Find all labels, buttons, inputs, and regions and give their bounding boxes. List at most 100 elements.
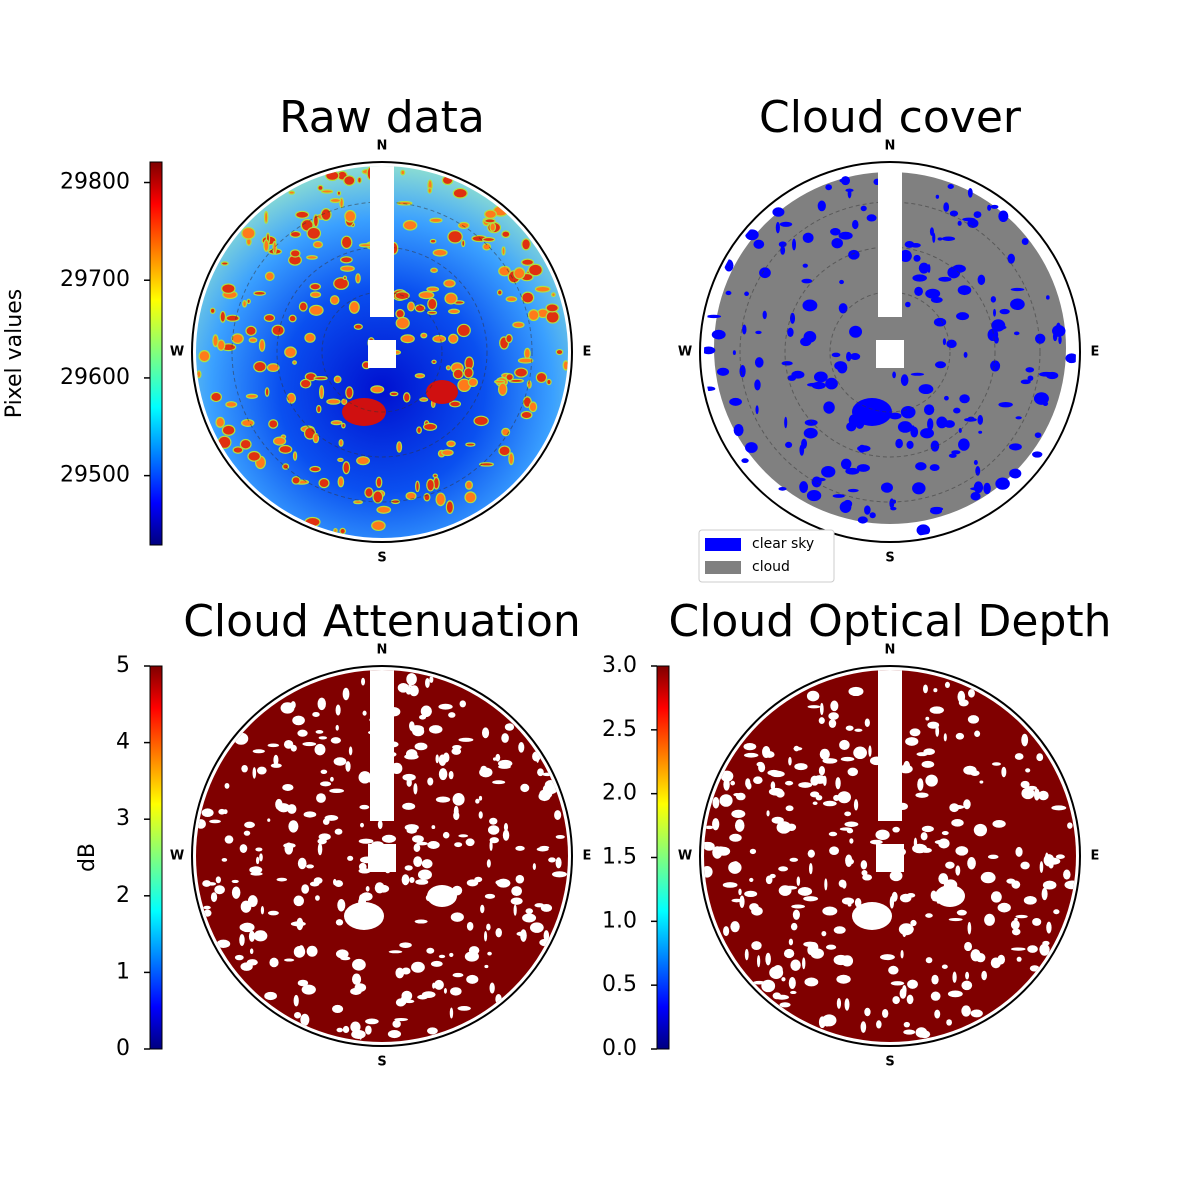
sky-blob (454, 842, 463, 848)
sky-blob (487, 825, 500, 835)
sky-blob (938, 276, 952, 282)
sky-blob (416, 841, 428, 846)
sky-blob (789, 312, 796, 324)
sky-blob (427, 297, 438, 311)
sky-blob (320, 769, 328, 774)
sky-blob (852, 398, 892, 426)
sky-blob (290, 744, 297, 752)
sky-blob (987, 204, 992, 211)
sky-blob (744, 948, 749, 961)
sky-blob (866, 214, 877, 222)
compass-label: S (885, 551, 894, 566)
sky-blob (201, 808, 214, 818)
sky-blob (743, 743, 757, 751)
sky-blob (248, 930, 255, 942)
mast-mask (370, 166, 394, 317)
sky-blob (945, 861, 955, 869)
sky-blob (545, 310, 560, 324)
sky-blob (848, 686, 864, 697)
sky-blob (291, 476, 301, 485)
sky-blob (278, 444, 293, 454)
sky-blob (1014, 753, 1024, 760)
sky-blob (854, 728, 863, 732)
sky-blob (342, 687, 350, 701)
compass-label: S (377, 551, 386, 566)
sky-blob (492, 780, 506, 785)
sky-blob (812, 801, 818, 805)
sky-blob (1042, 940, 1050, 946)
sky-blob (317, 697, 326, 711)
sky-blob (360, 822, 364, 828)
sky-blob (970, 949, 981, 962)
sky-blob (935, 725, 940, 737)
sky-blob (272, 240, 277, 255)
sky-blob (977, 274, 986, 286)
sky-blob (419, 397, 429, 402)
sky-blob (810, 775, 819, 786)
sky-blob (340, 256, 353, 264)
sky-blob (819, 748, 830, 760)
sky-blob (785, 805, 794, 812)
sky-blob (964, 941, 973, 952)
sky-blob (400, 169, 406, 176)
sky-blob (429, 217, 443, 224)
sky-blob (217, 435, 232, 450)
sky-blob (516, 931, 527, 937)
sky-blob (295, 210, 310, 219)
sky-blob (505, 373, 514, 382)
sky-blob (408, 683, 412, 688)
sky-blob (948, 917, 963, 922)
sky-blob (432, 334, 447, 343)
sky-blob (916, 524, 931, 536)
sky-blob (245, 325, 257, 337)
sky-blob (318, 477, 330, 489)
sky-blob (252, 767, 257, 779)
sky-blob (920, 832, 928, 841)
sky-blob (729, 833, 742, 842)
sky-blob (489, 222, 497, 232)
sky-blob (409, 877, 415, 884)
sky-blob (361, 677, 366, 686)
sky-blob (260, 906, 265, 915)
sky-blob (828, 712, 839, 720)
sky-blob (831, 237, 843, 249)
sky-blob (749, 903, 759, 911)
sky-blob (929, 464, 940, 471)
sky-blob (239, 844, 248, 853)
sky-blob (1027, 375, 1034, 381)
colorbar-tick-label: 4 (116, 730, 130, 755)
sky-blob (268, 419, 279, 429)
sky-blob (461, 239, 466, 248)
sky-blob (448, 770, 454, 780)
sky-blob (387, 1030, 402, 1039)
sky-blob (704, 346, 716, 355)
sky-blob (925, 288, 941, 299)
sky-blob (225, 314, 240, 322)
sky-blob (297, 857, 307, 870)
compass-label: E (1091, 849, 1100, 864)
sky-blob (803, 896, 819, 902)
sky-blob (761, 979, 776, 993)
sky-blob (336, 190, 342, 196)
sky-blob (456, 323, 471, 338)
sky-blob (828, 719, 837, 728)
sky-blob (810, 791, 820, 798)
sky-blob (429, 238, 437, 244)
sky-blob (396, 441, 403, 453)
sky-blob (983, 482, 991, 495)
sky-blob (332, 1004, 344, 1014)
sky-blob (325, 170, 340, 182)
sky-blob (484, 964, 489, 969)
sky-blob (495, 880, 502, 885)
sky-blob (868, 745, 872, 757)
sky-blob (399, 942, 412, 948)
sky-blob (317, 838, 327, 845)
mast-mask (370, 670, 394, 821)
sky-blob (943, 202, 950, 212)
sky-blob (823, 401, 835, 414)
sky-blob (902, 985, 907, 996)
sky-blob (832, 494, 845, 498)
sky-blob (505, 296, 518, 303)
legend-swatch (705, 538, 741, 551)
